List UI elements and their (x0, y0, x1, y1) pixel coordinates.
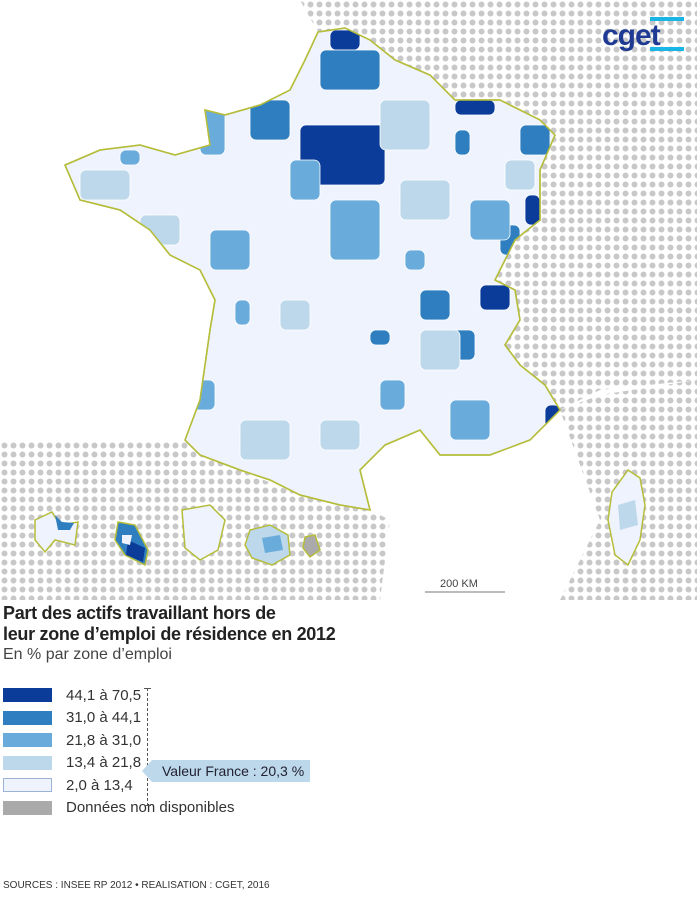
employment-zone (319, 49, 381, 91)
svg-text:cget: cget (602, 19, 661, 52)
employment-zone (79, 169, 131, 201)
corsica (607, 468, 646, 567)
employment-zone (479, 284, 511, 311)
legend-label: 13,4 à 21,8 (66, 754, 142, 772)
map-title: Part des actifs travaillant hors de leur… (3, 603, 336, 645)
cget-logo: cget (602, 17, 684, 52)
employment-zone (279, 299, 311, 331)
legend-item: 13,4 à 21,8 (3, 752, 234, 775)
legend: 44,1 à 70,5 31,0 à 44,1 21,8 à 31,0 13,4… (3, 684, 234, 819)
legend-label: 31,0 à 44,1 (66, 709, 142, 727)
employment-zone (149, 259, 181, 291)
mayotte (302, 534, 321, 559)
employment-zone (399, 179, 451, 221)
employment-zone (379, 99, 431, 151)
france-outline (64, 27, 561, 511)
legend-label: 44,1 à 70,5 (66, 686, 142, 704)
guyane (181, 504, 226, 561)
scale-label: 200 KM (440, 578, 478, 590)
title-line-2: leur zone d’emploi de résidence en 2012 (3, 624, 336, 644)
legend-swatch (3, 710, 52, 725)
employment-zone (289, 159, 321, 201)
employment-zone (379, 379, 406, 411)
legend-swatch (3, 733, 52, 748)
overseas-territories (34, 504, 321, 567)
legend-label: Données non disponibles (66, 799, 235, 817)
employment-zone (319, 419, 361, 451)
legend-swatch (3, 778, 52, 793)
legend-swatch (3, 800, 52, 815)
legend-item: 44,1 à 70,5 (3, 684, 234, 707)
map-subtitle: En % par zone d’emploi (3, 646, 172, 663)
employment-zone (419, 329, 461, 371)
employment-zone (239, 419, 291, 461)
legend-item: 2,0 à 13,4 (3, 774, 234, 797)
legend-label: 21,8 à 31,0 (66, 731, 142, 749)
employment-zone (139, 214, 181, 246)
legend-swatch (3, 688, 52, 703)
france-value-callout: Valeur France : 20,3 % (141, 760, 311, 782)
employment-zone (524, 194, 541, 226)
employment-zone (419, 289, 451, 321)
metropolitan-france (64, 27, 561, 511)
employment-zone (119, 149, 141, 166)
employment-zone (329, 199, 381, 261)
employment-zone (519, 124, 551, 156)
legend-bracket (144, 688, 151, 806)
employment-zone (469, 199, 511, 241)
legend-swatch (3, 755, 52, 770)
employment-zone (429, 459, 451, 471)
sources: SOURCES : INSEE RP 2012 • REALISATION : … (3, 880, 270, 891)
legend-item: Données non disponibles (3, 797, 234, 820)
employment-zone (454, 99, 496, 116)
employment-zone (504, 159, 536, 191)
title-line-1: Part des actifs travaillant hors de (3, 603, 276, 623)
employment-zone (209, 229, 251, 271)
legend-item: 21,8 à 31,0 (3, 729, 234, 752)
employment-zone (404, 249, 426, 271)
guadeloupe (34, 511, 79, 554)
legend-item: 31,0 à 44,1 (3, 707, 234, 730)
legend-label: 2,0 à 13,4 (66, 776, 133, 794)
employment-zone (299, 124, 386, 186)
neighbouring-countries (300, 0, 697, 410)
employment-zone (449, 399, 491, 441)
employment-zone (234, 299, 251, 326)
choropleth-map: 200 KM cget (0, 0, 697, 600)
employment-zone (369, 329, 391, 346)
employment-zone (454, 129, 471, 156)
